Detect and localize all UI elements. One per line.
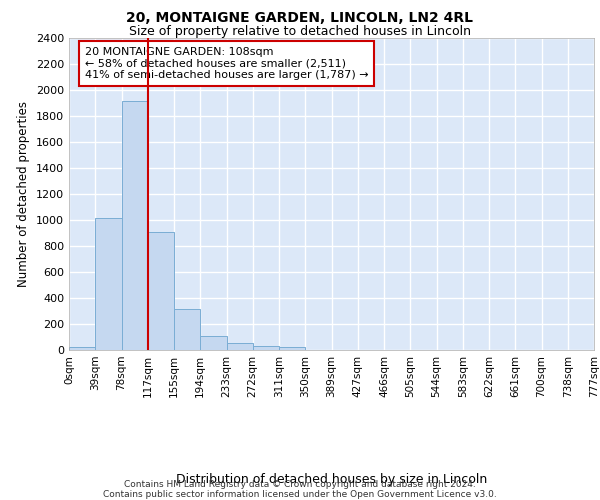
Text: 20 MONTAIGNE GARDEN: 108sqm
← 58% of detached houses are smaller (2,511)
41% of : 20 MONTAIGNE GARDEN: 108sqm ← 58% of det… bbox=[85, 47, 368, 80]
Bar bbox=[69, 348, 95, 350]
Bar bbox=[200, 336, 227, 350]
Y-axis label: Number of detached properties: Number of detached properties bbox=[17, 101, 31, 287]
Bar bbox=[253, 346, 279, 350]
Bar bbox=[227, 343, 253, 350]
Text: 20, MONTAIGNE GARDEN, LINCOLN, LN2 4RL: 20, MONTAIGNE GARDEN, LINCOLN, LN2 4RL bbox=[127, 11, 473, 25]
X-axis label: Distribution of detached houses by size in Lincoln: Distribution of detached houses by size … bbox=[176, 474, 487, 486]
Bar bbox=[95, 218, 121, 350]
Bar bbox=[148, 232, 174, 350]
Text: Contains HM Land Registry data © Crown copyright and database right 2024.
Contai: Contains HM Land Registry data © Crown c… bbox=[103, 480, 497, 499]
Bar bbox=[279, 348, 305, 350]
Text: Size of property relative to detached houses in Lincoln: Size of property relative to detached ho… bbox=[129, 25, 471, 38]
Bar bbox=[174, 309, 200, 350]
Bar bbox=[121, 102, 148, 350]
